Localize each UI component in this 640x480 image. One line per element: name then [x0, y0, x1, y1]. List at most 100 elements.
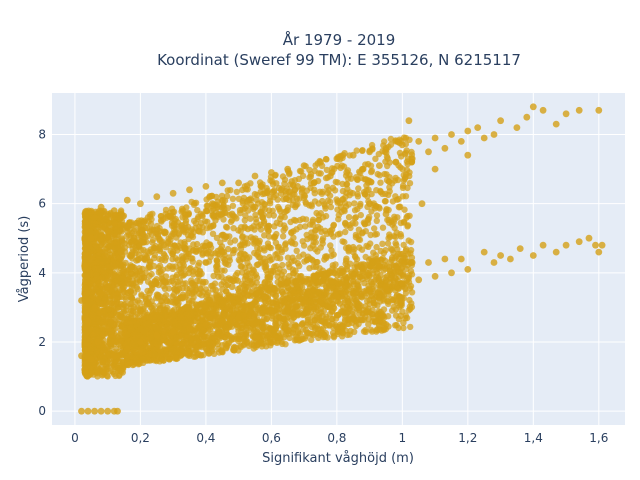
density-point: [221, 333, 228, 341]
density-point: [296, 262, 303, 270]
density-point: [189, 287, 196, 294]
density-point: [390, 296, 397, 303]
density-point: [110, 272, 117, 279]
density-point: [332, 261, 339, 268]
density-point: [365, 321, 372, 328]
density-point: [92, 285, 100, 292]
density-point: [344, 295, 351, 302]
density-point: [349, 311, 356, 318]
density-point: [265, 233, 273, 240]
density-point: [210, 205, 217, 213]
density-point: [384, 313, 392, 320]
density-point: [93, 243, 101, 250]
density-point: [328, 247, 335, 254]
density-point: [222, 340, 229, 348]
density-point: [334, 231, 342, 238]
density-point: [373, 328, 380, 335]
density-point: [304, 316, 312, 323]
density-point: [100, 337, 107, 344]
density-point: [286, 334, 293, 342]
density-point: [84, 373, 91, 380]
density-point: [362, 328, 369, 335]
density-point: [162, 206, 170, 214]
density-point: [166, 356, 173, 363]
density-point: [284, 204, 292, 211]
density-point: [289, 201, 296, 208]
density-point: [183, 253, 190, 260]
density-point: [389, 198, 397, 205]
density-point: [199, 242, 207, 249]
density-point: [373, 187, 380, 194]
density-point: [105, 236, 112, 244]
density-point: [295, 329, 302, 336]
density-point: [211, 315, 219, 322]
density-point: [331, 187, 339, 194]
density-point: [230, 309, 238, 317]
density-point: [217, 239, 224, 246]
density-point: [407, 323, 414, 331]
density-point: [406, 180, 414, 187]
density-point: [199, 251, 206, 258]
density-point: [298, 320, 306, 328]
density-point: [372, 155, 379, 162]
density-point: [308, 233, 315, 240]
density-point: [170, 243, 177, 250]
density-point: [111, 295, 118, 302]
density-point: [239, 206, 246, 213]
density-point: [341, 238, 348, 246]
density-point: [289, 329, 296, 336]
density-point: [400, 271, 407, 278]
density-point: [388, 180, 396, 187]
density-point: [358, 246, 366, 253]
density-point: [352, 254, 359, 261]
density-point: [175, 305, 182, 312]
density-point: [119, 213, 127, 220]
density-point: [213, 263, 220, 270]
density-point: [363, 182, 370, 189]
density-point: [394, 246, 401, 253]
density-point: [270, 188, 277, 195]
density-point: [339, 196, 346, 203]
density-point: [347, 189, 354, 196]
density-point: [151, 339, 158, 347]
density-point: [296, 253, 303, 260]
density-point: [115, 367, 123, 374]
density-point: [257, 336, 265, 343]
density-point: [327, 198, 334, 206]
density-point: [134, 320, 141, 328]
density-point: [281, 213, 288, 221]
density-point: [279, 261, 286, 269]
density-point: [356, 236, 364, 244]
density-point: [380, 306, 388, 313]
density-point: [253, 286, 260, 294]
density-point: [193, 303, 200, 310]
density-point: [142, 320, 149, 327]
density-point: [384, 240, 392, 247]
density-point: [228, 335, 235, 343]
density-point: [229, 202, 237, 209]
density-point: [172, 215, 179, 223]
density-point: [269, 290, 277, 297]
density-point: [82, 210, 89, 218]
density-point: [178, 341, 186, 348]
density-point: [373, 212, 381, 219]
density-point: [400, 259, 407, 266]
density-point: [248, 303, 255, 310]
density-point: [406, 136, 413, 143]
density-point: [213, 193, 220, 201]
density-point: [201, 332, 208, 339]
density-point: [181, 240, 188, 248]
density-point: [288, 229, 295, 237]
density-point: [185, 350, 193, 357]
density-point: [346, 283, 353, 290]
density-point: [195, 262, 202, 269]
density-point: [334, 199, 341, 206]
density-point: [251, 226, 258, 233]
density-point: [392, 193, 399, 200]
density-point: [188, 255, 195, 262]
density-point: [223, 224, 231, 231]
density-point: [157, 245, 164, 253]
density-point: [263, 225, 271, 232]
density-point: [239, 197, 246, 205]
density-point: [280, 291, 287, 298]
